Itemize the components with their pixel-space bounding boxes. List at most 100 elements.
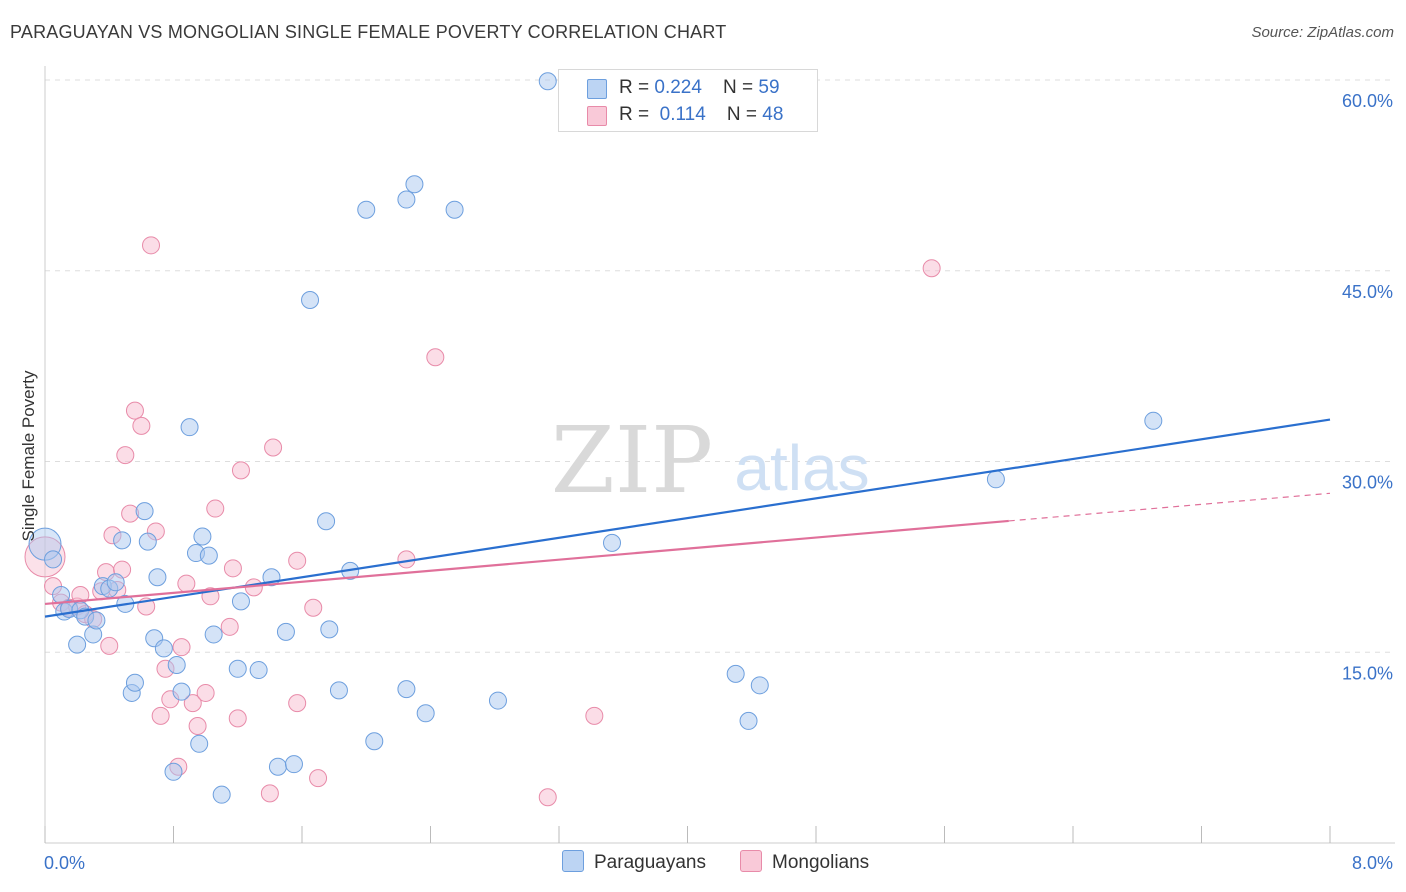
y-tick-label: 60.0%: [1342, 91, 1393, 111]
paraguayans-point: [416, 704, 435, 723]
paraguayans-point: [317, 512, 336, 531]
paraguayans-point: [357, 200, 376, 219]
legend-item-mongolians[interactable]: Mongolians: [740, 850, 869, 874]
paraguayans-point: [726, 664, 745, 683]
paraguayans-point: [44, 550, 63, 569]
paraguayans-swatch: [587, 79, 607, 99]
mongolians-point: [196, 683, 215, 702]
paraguayans-point: [397, 680, 416, 699]
paraguayans-point: [148, 568, 167, 587]
paraguayans-point: [750, 676, 769, 695]
mongolians-trend-extension: [1008, 492, 1331, 522]
paraguayans-points: [28, 72, 1163, 804]
paraguayans-point: [739, 711, 758, 730]
paraguayans-point: [190, 734, 209, 753]
mongolians-point: [228, 709, 247, 728]
source-label: Source: ZipAtlas.com: [1251, 24, 1394, 41]
paraguayans-point: [405, 175, 424, 194]
paraguayans-point: [397, 190, 416, 209]
legend-label: Mongolians: [772, 852, 870, 873]
paraguayans-point: [135, 502, 154, 521]
mongolians-point: [183, 694, 202, 713]
paraguayans-point: [320, 620, 339, 639]
mongolians-point: [264, 438, 283, 457]
mongolians-point: [220, 617, 239, 636]
paraguayans-point: [138, 532, 157, 551]
mongolians-point: [132, 416, 151, 435]
paraguayans-point: [87, 611, 106, 630]
paraguayans-point: [231, 592, 250, 611]
mongolians-point: [231, 461, 250, 480]
mongolians-points: [24, 236, 941, 807]
axes: [44, 66, 1395, 844]
mongolians-point: [922, 259, 941, 278]
paraguayans-point: [113, 531, 132, 550]
y-tick-label: 15.0%: [1342, 663, 1393, 683]
correlation-legend: R = 0.224 N = 59 R = 0.114 N = 48: [558, 69, 818, 132]
x-tick-label: 8.0%: [1352, 853, 1393, 873]
paraguayans-point: [199, 546, 218, 565]
mongolians-point: [116, 446, 135, 465]
paraguayans-point: [193, 527, 212, 546]
mongolians-point: [206, 499, 225, 518]
mongolians-point: [260, 784, 279, 803]
paraguayans-trend-line: [44, 418, 1331, 618]
paraguayans-point: [125, 673, 144, 692]
n-value: 48: [762, 104, 784, 125]
paraguayans-point: [365, 732, 384, 751]
n-value: 59: [758, 77, 780, 98]
paraguayans-point: [276, 622, 295, 641]
r-value: 0.114: [659, 104, 706, 125]
tick-labels: 15.0% 30.0% 45.0% 60.0% 0.0% 8.0%: [44, 91, 1393, 873]
paraguayans-point: [284, 755, 303, 774]
paraguayans-point: [106, 573, 125, 592]
mongolians-point: [142, 236, 161, 255]
mongolians-point: [538, 788, 557, 807]
r-label: R =: [619, 77, 655, 98]
y-axis-label: Single Female Poverty: [19, 370, 38, 542]
mongolians-point: [309, 769, 328, 788]
paraguayans-point: [603, 533, 622, 552]
paraguayans-point: [164, 762, 183, 781]
mongolians-point: [125, 401, 144, 420]
mongolians-trend-line: [44, 519, 1009, 606]
r-label: R =: [619, 104, 655, 125]
paraguayans-point: [68, 635, 87, 654]
paraguayans-point: [167, 655, 186, 674]
grid-lines: [45, 79, 1395, 653]
x-tick-label: 0.0%: [44, 853, 85, 873]
y-tick-label: 45.0%: [1342, 282, 1393, 302]
paraguayans-point: [445, 200, 464, 219]
paraguayans-point: [986, 470, 1005, 489]
legend-item-paraguayans[interactable]: Paraguayans: [562, 850, 706, 874]
mongolians-point: [177, 574, 196, 593]
paraguayans-point: [329, 681, 348, 700]
paraguayans-point: [1144, 411, 1163, 430]
mongolians-point: [172, 638, 191, 657]
paraguayans-point: [301, 290, 320, 309]
mongolians-point: [288, 694, 307, 713]
paraguayans-point: [172, 682, 191, 701]
mongolians-swatch: [740, 850, 762, 872]
paraguayans-point: [204, 625, 223, 644]
watermark-zip: ZIP: [551, 407, 713, 514]
mongolians-point: [223, 559, 242, 578]
mongolians-swatch: [587, 106, 607, 126]
paraguayans-point: [180, 418, 199, 437]
mongolians-point: [585, 706, 604, 725]
paraguayans-point: [249, 661, 268, 680]
chart-title: PARAGUAYAN VS MONGOLIAN SINGLE FEMALE PO…: [10, 22, 727, 42]
mongolians-point: [151, 706, 170, 725]
n-label: N =: [723, 77, 759, 98]
watermark-atlas: atlas: [734, 432, 869, 504]
paraguayans-point: [488, 691, 507, 710]
paraguayans-point: [228, 659, 247, 678]
paraguayans-swatch: [562, 850, 584, 872]
y-tick-label: 30.0%: [1342, 473, 1393, 493]
r-value: 0.224: [654, 77, 702, 98]
mongolians-point: [188, 717, 207, 736]
paraguayans-point: [268, 757, 287, 776]
trend-lines: [44, 418, 1331, 618]
mongolians-point: [288, 551, 307, 570]
